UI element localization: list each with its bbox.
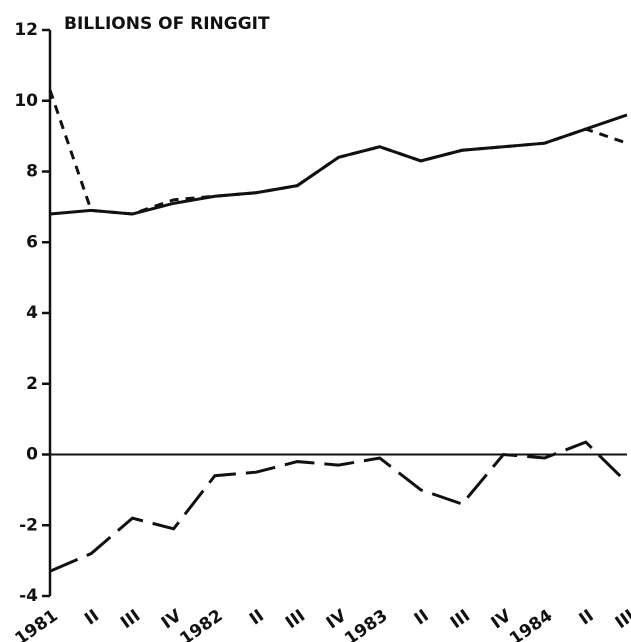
y-tick-label: -4 xyxy=(19,586,38,606)
series-line xyxy=(48,89,628,216)
y-tick-label: 8 xyxy=(26,162,38,182)
y-tick-label: -2 xyxy=(19,515,38,535)
y-tick-label: 12 xyxy=(14,20,38,40)
chart-title: BILLIONS OF RINGGIT xyxy=(64,14,270,34)
y-tick-label: 6 xyxy=(26,232,38,252)
y-tick-label: 10 xyxy=(14,91,38,111)
y-tick-label: 0 xyxy=(26,445,38,465)
y-tick-label: 4 xyxy=(26,303,38,323)
y-tick-label: 2 xyxy=(26,374,38,394)
series-line xyxy=(49,440,629,573)
